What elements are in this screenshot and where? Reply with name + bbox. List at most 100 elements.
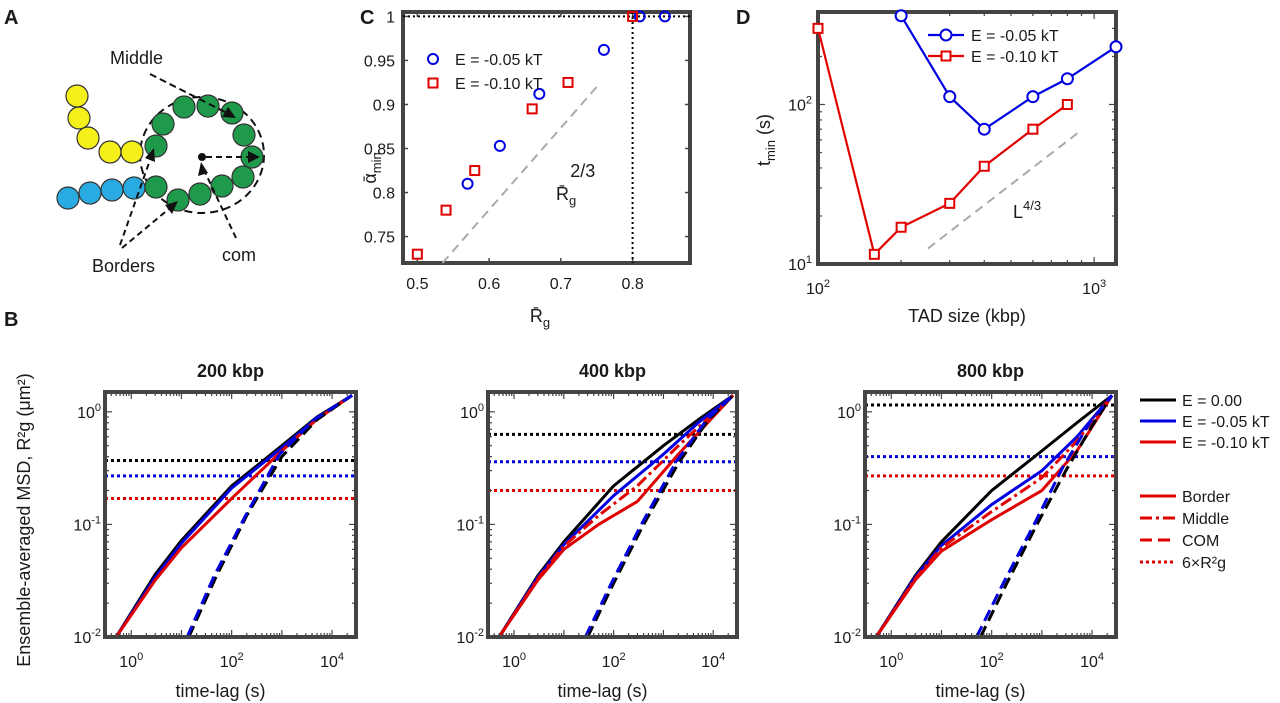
y-tick-label: 10-1	[456, 514, 484, 534]
point-e005	[658, 10, 671, 23]
panel-a: A Middle Borders com	[4, 7, 265, 276]
legend-b: E = 0.00 E = -0.05 kT E = -0.10 kT Border Mi…	[1140, 393, 1270, 572]
msd-curve	[586, 394, 735, 637]
chart-b: 200 kbp 100 102 104 10-2 10-1 100 time-lag (s) E…	[14, 361, 1118, 701]
panel-letter-c: C	[360, 7, 374, 29]
y-tick-label: 100	[460, 402, 484, 422]
x-tick-label: 100	[502, 651, 526, 671]
y-tick-label: 100	[77, 402, 101, 422]
x-axis-label: TAD size (kbp)	[908, 306, 1026, 326]
borders-arrowhead-upper	[145, 148, 155, 162]
panel-d: D 102 103 101 102 L4/3 E = -0.05 kT E = -0.10 …	[736, 7, 1123, 326]
y-tick-label: 101	[788, 254, 812, 274]
legend-label: Middle	[1182, 511, 1229, 528]
green-bead	[172, 95, 196, 119]
blue-bead	[122, 176, 146, 200]
guide-label: R̄g2/3	[556, 161, 595, 208]
data-point-square	[812, 22, 824, 34]
plot-frame	[401, 10, 692, 265]
msd-curve	[185, 394, 353, 637]
yellow-bead	[67, 106, 91, 130]
borders-arrow-lower	[121, 207, 171, 249]
point-e005	[533, 87, 546, 100]
point-e010	[526, 103, 538, 115]
point-e010	[469, 165, 481, 177]
middle-arrow	[149, 73, 226, 113]
y-tick-label: 10-2	[456, 627, 484, 647]
data-layer	[488, 394, 737, 637]
x-tick-label: 104	[1080, 651, 1104, 671]
y-axis-label: tmin (s)	[754, 114, 778, 166]
x-tick-label: 0.7	[550, 276, 572, 293]
x-tick-label: 102	[980, 651, 1004, 671]
msd-curve	[114, 394, 353, 637]
y-tick-label: 0.95	[364, 53, 395, 70]
y-tick-label: 10-2	[833, 627, 861, 647]
msd-curve	[979, 394, 1114, 637]
legend-label: E = -0.10 kT	[455, 76, 543, 93]
msd-curve	[114, 394, 353, 637]
x-tick-label: 102	[602, 651, 626, 671]
plot-frame	[103, 390, 358, 639]
x-tick-label: 0.8	[621, 276, 643, 293]
data-point-circle	[1109, 40, 1123, 54]
green-bead	[210, 174, 234, 198]
green-bead	[151, 112, 175, 136]
borders-arrowhead-lower	[165, 201, 178, 214]
y-tick-label: 10-1	[833, 514, 861, 534]
point-e005	[597, 43, 610, 56]
point-e010	[627, 10, 639, 22]
legend-label: COM	[1182, 533, 1219, 550]
msd-plot-b3: 800 kbp 100 102 104 10-2 10-1 100 time-lag (s)	[833, 361, 1118, 701]
x-tick-label: 0.5	[406, 276, 428, 293]
x-tick-label: 104	[701, 651, 725, 671]
com-arrow	[203, 169, 237, 239]
msd-curve	[114, 394, 353, 637]
msd-curve	[497, 394, 735, 637]
data-layer	[865, 394, 1116, 637]
guide-label: L4/3	[1013, 198, 1041, 222]
legend-label: E = -0.05 kT	[971, 28, 1059, 45]
data-point-square	[895, 221, 907, 233]
x-tick-label: 0.6	[478, 276, 500, 293]
green-bead	[232, 123, 256, 147]
data-point-circle	[943, 90, 957, 104]
legend-marker	[427, 77, 439, 89]
y-tick-label: 0.9	[373, 97, 395, 114]
green-bead	[231, 165, 255, 189]
point-e005	[493, 139, 506, 152]
y-tick-label: 0.85	[364, 142, 395, 159]
label-borders: Borders	[92, 256, 155, 276]
y-axis-label: Ensemble-averaged MSD, R²g (μm²)	[14, 373, 34, 666]
y-axis-label: ᾱmin	[360, 152, 384, 183]
msd-plot-b2: 400 kbp 100 102 104 10-2 10-1 100 time-lag (s)	[456, 361, 739, 701]
plot-frame	[816, 10, 1118, 266]
y-tick-label: 0.75	[364, 230, 395, 247]
data-layer	[105, 394, 356, 637]
green-bead	[144, 134, 168, 158]
data-point-square	[978, 160, 990, 172]
x-axis-label: time-lag (s)	[557, 681, 647, 701]
y-tick-label: 10-1	[73, 514, 101, 534]
plot-title: 800 kbp	[957, 361, 1024, 381]
x-tick-label: 100	[119, 651, 143, 671]
x-axis-label: time-lag (s)	[935, 681, 1025, 701]
data-point-circle	[1026, 90, 1040, 104]
com-point	[198, 153, 206, 161]
chart-d: 102 103 101 102 L4/3 E = -0.05 kT E = -0.10 kT…	[754, 9, 1123, 326]
legend-marker	[940, 50, 952, 62]
point-e005	[461, 177, 474, 190]
data-point-circle	[1060, 72, 1074, 86]
legend-marker	[427, 53, 439, 65]
green-bead	[144, 175, 168, 199]
middle-arrowhead	[222, 107, 236, 118]
x-axis-label: R̄g	[530, 306, 550, 330]
x-axis-label: time-lag (s)	[175, 681, 265, 701]
chart-c: 0.5 0.6 0.7 0.8 0.75 0.8 0.85 0.9 0.95 1 R̄g2/3 E =…	[360, 9, 692, 330]
data-point-circle	[894, 9, 908, 23]
blue-bead	[56, 186, 80, 210]
legend-marker	[939, 28, 953, 42]
x-tick-label: 104	[320, 651, 344, 671]
panel-letter-d: D	[736, 7, 750, 29]
